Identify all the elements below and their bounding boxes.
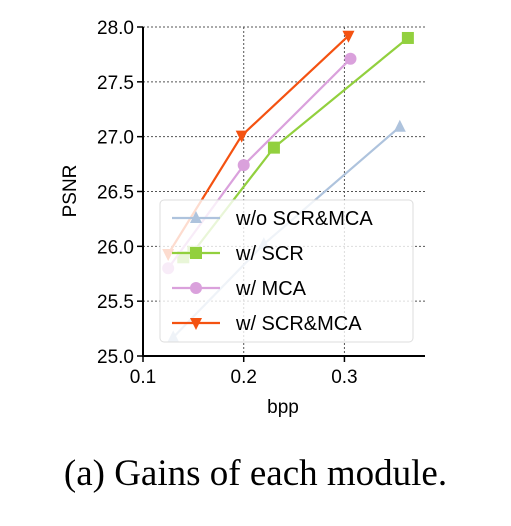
legend-entry: w/ MCA xyxy=(172,278,307,300)
x-tick-label: 0.3 xyxy=(331,367,357,388)
legend-entry: w/ SCR xyxy=(172,243,304,265)
legend-entry: w/o SCR&MCA xyxy=(172,208,373,230)
legend-entry: w/ SCR&MCA xyxy=(172,313,362,335)
y-tick-label: 26.0 xyxy=(97,237,134,258)
y-tick-label: 25.0 xyxy=(97,347,134,368)
legend-marker xyxy=(190,318,202,330)
data-point xyxy=(267,141,280,154)
ticks: 25.0 25.5 26.0 26.5 27.0 27.5 28.0 0.1 0.2 0.3 xyxy=(97,18,358,388)
data-point xyxy=(344,52,357,65)
legend-label: w/ SCR&MCA xyxy=(235,313,362,335)
x-tick-label: 0.1 xyxy=(130,367,156,388)
legend: w/o SCR&MCA w/ SCR w/ MCA w/ SCR&MCA xyxy=(159,199,414,343)
legend-marker xyxy=(190,282,202,294)
y-tick-label: 26.5 xyxy=(97,183,134,204)
data-point xyxy=(393,119,406,132)
data-point xyxy=(235,130,248,143)
y-tick-label: 25.5 xyxy=(97,292,134,313)
chart: 25.0 25.5 26.0 26.5 27.0 27.5 28.0 0.1 0.2 0.3 w/… xyxy=(60,18,425,418)
legend-label: w/o SCR&MCA xyxy=(235,208,373,230)
legend-marker xyxy=(190,211,202,223)
x-axis-label: bpp xyxy=(267,397,299,418)
legend-marker xyxy=(190,247,202,259)
data-point xyxy=(237,159,250,172)
y-tick-label: 28.0 xyxy=(97,18,134,39)
y-tick-label: 27.5 xyxy=(97,73,134,94)
data-point xyxy=(342,30,355,43)
legend-label: w/ SCR xyxy=(235,243,304,265)
legend-label: w/ MCA xyxy=(235,278,307,300)
y-tick-label: 27.0 xyxy=(97,128,134,149)
figure-caption: (a) Gains of each module. xyxy=(63,453,448,494)
legend-box xyxy=(159,199,414,343)
x-tick-label: 0.2 xyxy=(231,367,257,388)
y-axis-label: PSNR xyxy=(60,165,81,218)
data-point xyxy=(401,31,414,44)
